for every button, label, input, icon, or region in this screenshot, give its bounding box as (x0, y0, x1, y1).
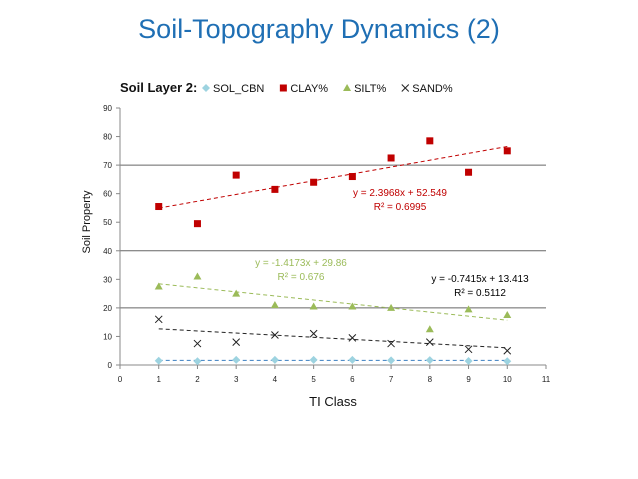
legend-marker-solcbn (202, 84, 210, 92)
chart-grid (120, 165, 546, 308)
x-tick-label: 2 (195, 375, 200, 384)
y-tick-label: 10 (103, 332, 112, 341)
equation-sand: y = -0.7415x + 13.413 (431, 274, 529, 285)
x-tick-label: 3 (234, 375, 239, 384)
y-tick-label: 50 (103, 218, 112, 227)
r2-sand: R² = 0.5112 (454, 288, 506, 299)
legend-marker-clay (280, 85, 287, 92)
x-tick-label: 5 (311, 375, 316, 384)
point-solcbn (465, 357, 473, 365)
y-tick-label: 70 (103, 161, 112, 170)
point-clay (349, 173, 356, 180)
chart-annotations: y = 2.3968x + 52.549 R² = 0.6995 y = -1.41… (255, 188, 529, 299)
point-clay (194, 220, 201, 227)
r2-clay: R² = 0.6995 (374, 202, 427, 213)
r2-silt: R² = 0.676 (278, 272, 325, 283)
point-clay (465, 169, 472, 176)
x-tick-label: 4 (273, 375, 278, 384)
point-solcbn (387, 356, 395, 364)
x-tick-label: 7 (389, 375, 394, 384)
point-silt (503, 311, 511, 318)
point-clay (310, 179, 317, 186)
point-solcbn (271, 356, 279, 364)
point-silt (232, 290, 240, 297)
x-tick-label: 10 (503, 375, 512, 384)
legend-label-clay: CLAY% (290, 83, 328, 95)
point-sand (349, 334, 356, 341)
point-solcbn (426, 356, 434, 364)
x-tick-label: 9 (466, 375, 471, 384)
point-sand (504, 347, 511, 354)
point-silt (426, 325, 434, 332)
equation-silt: y = -1.4173x + 29.86 (255, 258, 347, 269)
point-clay (504, 147, 511, 154)
chart-legend: SOL_CBN CLAY% SILT% SAND% (202, 83, 453, 95)
legend-label-solcbn: SOL_CBN (213, 83, 264, 95)
x-axis-label: TI Class (309, 394, 357, 409)
equation-clay: y = 2.3968x + 52.549 (353, 188, 447, 199)
point-sand (194, 340, 201, 347)
x-tick-label: 6 (350, 375, 355, 384)
legend-marker-silt (343, 84, 351, 91)
point-solcbn (193, 357, 201, 365)
y-tick-label: 40 (103, 247, 112, 256)
x-tick-label: 11 (542, 375, 551, 384)
point-silt (155, 282, 163, 289)
x-tick-label: 1 (157, 375, 162, 384)
point-clay (426, 137, 433, 144)
x-tick-label: 8 (428, 375, 433, 384)
point-clay (155, 203, 162, 210)
point-sand (465, 346, 472, 353)
y-tick-label: 60 (103, 190, 112, 199)
y-axis-label: Soil Property (81, 190, 93, 253)
chart-axes: 0 10 20 30 40 50 60 70 80 90 0 1 2 3 4 5 6 7 8 9 10 11 (103, 104, 551, 384)
legend-label-sand: SAND% (412, 83, 453, 95)
point-solcbn (232, 356, 240, 364)
point-solcbn (155, 357, 163, 365)
point-solcbn (348, 356, 356, 364)
y-tick-label: 30 (103, 275, 112, 284)
y-tick-label: 20 (103, 304, 112, 313)
x-tick-label: 0 (118, 375, 123, 384)
point-sand (310, 330, 317, 337)
point-solcbn (503, 357, 511, 365)
point-sand (426, 339, 433, 346)
point-silt (193, 272, 201, 279)
legend-marker-sand (402, 85, 409, 92)
point-sand (233, 339, 240, 346)
trendline-sand (159, 329, 508, 348)
y-tick-label: 0 (108, 361, 113, 370)
y-tick-label: 80 (103, 133, 112, 142)
point-clay (233, 172, 240, 179)
point-clay (271, 186, 278, 193)
point-silt (310, 302, 318, 309)
point-silt (465, 305, 473, 312)
point-solcbn (310, 356, 318, 364)
y-tick-label: 90 (103, 104, 112, 113)
point-sand (155, 316, 162, 323)
chart-trendlines (159, 147, 508, 361)
point-silt (271, 301, 279, 308)
trendline-clay (159, 147, 508, 209)
legend-label-silt: SILT% (354, 83, 386, 95)
chart-title: Soil Layer 2: (120, 80, 197, 95)
point-clay (388, 154, 395, 161)
